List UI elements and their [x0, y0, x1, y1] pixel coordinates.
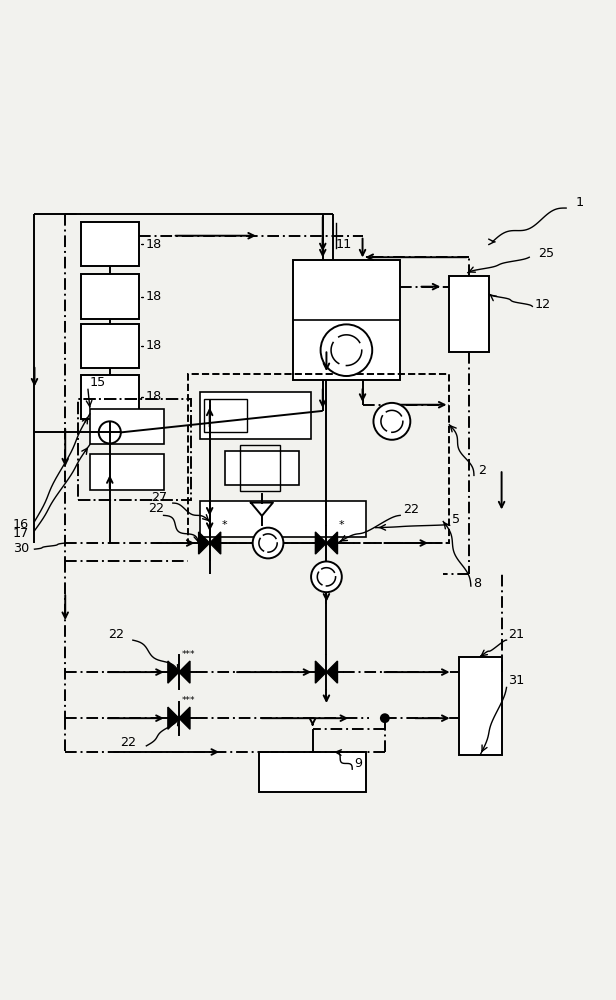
Text: 11: 11 — [336, 238, 352, 251]
Text: 18: 18 — [145, 390, 161, 403]
Text: 9: 9 — [354, 757, 362, 770]
Text: 18: 18 — [145, 339, 161, 352]
Bar — [90, 409, 164, 444]
Text: 15: 15 — [90, 376, 106, 389]
Bar — [203, 399, 246, 432]
Text: 18: 18 — [145, 290, 161, 303]
Bar — [200, 392, 311, 439]
Circle shape — [99, 421, 121, 443]
Polygon shape — [326, 532, 338, 554]
Bar — [225, 451, 299, 485]
Bar — [78, 399, 191, 500]
Text: 2: 2 — [477, 464, 485, 477]
Polygon shape — [198, 532, 209, 554]
Circle shape — [380, 713, 390, 723]
Bar — [449, 276, 489, 352]
Text: 18: 18 — [145, 238, 161, 251]
Circle shape — [320, 324, 372, 376]
Text: 16: 16 — [13, 518, 29, 531]
Bar — [293, 260, 400, 380]
Circle shape — [373, 403, 410, 440]
Polygon shape — [168, 661, 179, 683]
Polygon shape — [315, 661, 326, 683]
Text: 22: 22 — [403, 503, 419, 516]
Polygon shape — [179, 707, 190, 729]
Polygon shape — [179, 661, 190, 683]
Text: ***: *** — [182, 650, 195, 659]
Bar — [81, 274, 139, 319]
Bar — [259, 752, 367, 792]
Text: 8: 8 — [473, 577, 482, 590]
Text: 27: 27 — [152, 491, 168, 504]
Text: 1: 1 — [575, 196, 583, 209]
Bar — [81, 324, 139, 368]
Bar — [81, 222, 139, 266]
Text: *: * — [339, 520, 344, 530]
Text: 22: 22 — [108, 628, 124, 641]
Polygon shape — [326, 661, 338, 683]
Text: 17: 17 — [13, 527, 29, 540]
Text: 21: 21 — [508, 628, 524, 641]
Text: 31: 31 — [508, 674, 525, 687]
Text: 22: 22 — [148, 502, 164, 515]
Polygon shape — [315, 532, 326, 554]
Text: 30: 30 — [13, 542, 29, 555]
Bar — [200, 501, 367, 537]
Bar — [240, 445, 280, 491]
Circle shape — [311, 561, 342, 592]
Bar — [81, 375, 139, 419]
Polygon shape — [209, 532, 221, 554]
Circle shape — [253, 528, 283, 558]
Bar — [188, 374, 449, 543]
Text: 22: 22 — [121, 736, 137, 749]
Bar — [90, 454, 164, 490]
Text: 25: 25 — [538, 247, 554, 260]
Text: *: * — [222, 520, 227, 530]
Text: 5: 5 — [452, 513, 461, 526]
Bar — [458, 657, 501, 755]
Text: ***: *** — [182, 696, 195, 705]
Text: 12: 12 — [534, 298, 550, 311]
Polygon shape — [168, 707, 179, 729]
